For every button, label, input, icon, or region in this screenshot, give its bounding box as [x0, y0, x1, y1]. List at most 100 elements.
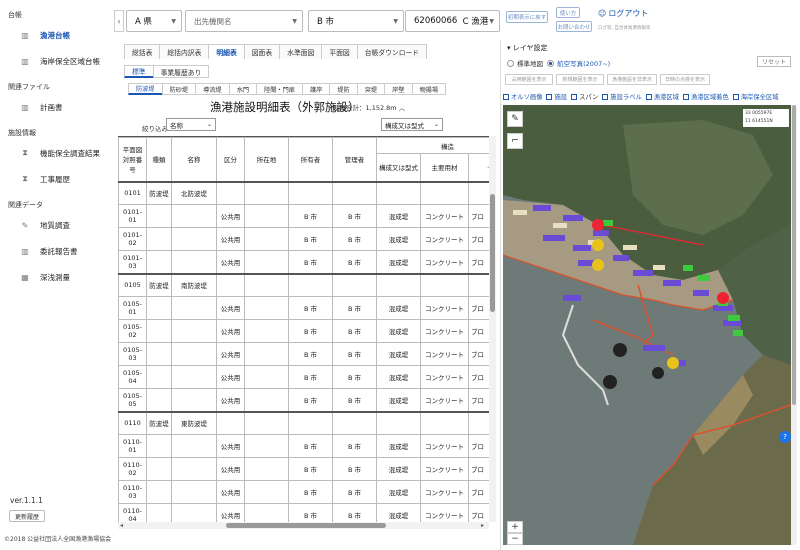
hourglass-icon: ⧗ [22, 148, 28, 157]
layer-check-6[interactable]: 海岸保全区域 [732, 92, 779, 101]
layer-check-3[interactable]: 施設ラベル [602, 92, 642, 101]
map-vertical-scrollbar[interactable] [791, 105, 797, 545]
layer-settings-header[interactable]: ▾ レイヤ設定 [507, 44, 548, 52]
checkbox[interactable] [571, 93, 578, 100]
update-history-button[interactable]: 更新履歴 [9, 510, 45, 522]
map-reset-button[interactable]: リセット [757, 56, 791, 67]
scroll-thumb[interactable] [226, 523, 386, 528]
checkbox[interactable] [602, 93, 609, 100]
crop-tool-icon[interactable]: ⌐ [507, 133, 523, 149]
scroll-right-icon[interactable]: ▸ [481, 522, 485, 529]
tab-main-0[interactable]: 総括表 [124, 44, 161, 59]
help-icon[interactable]: ? [779, 431, 791, 443]
layer-button-4[interactable]: 日時の点検を表示 [660, 74, 710, 85]
usage-button[interactable]: 使い方 [556, 7, 580, 18]
layer-button-2[interactable]: 新規範囲を表示 [556, 74, 604, 85]
filter-select[interactable]: 名称 ⌄ [166, 118, 216, 131]
layer-button-3[interactable]: 漁港施設を非表示 [607, 74, 657, 85]
sidebar-item[interactable]: ⧗ 機能保全調査結果 [0, 146, 100, 160]
ruler-tool-icon[interactable]: ✎ [507, 111, 523, 127]
zoom-out-button[interactable]: − [507, 533, 523, 545]
checkbox[interactable] [645, 93, 652, 100]
cell-kind: 防波堤 [146, 180, 172, 205]
tab-main-2[interactable]: 明細表 [208, 44, 245, 59]
reset-initial-button[interactable]: 初期表示に戻す [506, 11, 548, 23]
checkbox[interactable] [503, 93, 509, 100]
prefecture-select[interactable]: A 県 ▼ [126, 10, 182, 32]
cell-location [244, 365, 289, 389]
tab-main-4[interactable]: 水準面図 [279, 44, 323, 59]
tab-sub-1[interactable]: 事業履歴あり [152, 65, 210, 78]
logout-link[interactable]: ☺ ログアウト [598, 8, 648, 19]
city-select[interactable]: B 市 ▼ [308, 10, 404, 32]
tab-facility-6[interactable]: 堤防 [329, 83, 358, 95]
tab-facility-4[interactable]: 陸閘・門扉 [256, 83, 303, 95]
sidebar-item[interactable]: ▥ 委託報告書 [0, 244, 77, 258]
tab-main-3[interactable]: 図面表 [243, 44, 281, 59]
cell-name [171, 296, 217, 320]
sidebar-item-label: 漁港台帳 [40, 30, 70, 40]
sidebar-item[interactable]: ▥ 漁港台帳 [0, 28, 70, 42]
scroll-thumb[interactable] [490, 194, 495, 312]
contact-button[interactable]: お問い合わせ [556, 21, 592, 32]
sidebar-item[interactable]: ✎ 地質調査 [0, 218, 70, 232]
col-other: その [468, 153, 489, 182]
sidebar-item[interactable]: ▦ 深浅測量 [0, 270, 70, 284]
layer-check-5[interactable]: 漁港区域着色 [682, 92, 729, 101]
cell-type: 混成堤 [376, 204, 421, 228]
tab-main-1[interactable]: 総括内訳表 [159, 44, 210, 59]
tab-facility-7[interactable]: 突堤 [356, 83, 386, 95]
organization-select[interactable]: 出先機関名 ▼ [185, 10, 303, 32]
scroll-left-icon[interactable]: ◂ [120, 522, 124, 529]
format-select[interactable]: 構成又は型式 ⌄ [381, 118, 443, 131]
chevron-up-icon[interactable]: ︿ [398, 104, 406, 112]
table-group-row[interactable]: 0105 防波堤 南防波堤 [118, 272, 489, 297]
tab-main-5[interactable]: 平面図 [321, 44, 358, 59]
sidebar-item[interactable]: ⧗ 工事履歴 [0, 172, 70, 186]
tab-facility-1[interactable]: 防砂堤 [161, 83, 197, 95]
tab-facility-9[interactable]: 物揚場 [411, 83, 447, 95]
checkbox[interactable] [682, 93, 689, 100]
table-group-row[interactable]: 0101 防波堤 北防波堤 [118, 180, 489, 205]
table-vertical-scrollbar[interactable] [489, 136, 496, 522]
cell-kind [146, 227, 172, 251]
checkbox[interactable] [546, 93, 553, 100]
checkbox[interactable] [732, 93, 739, 100]
zoom-in-button[interactable]: + [507, 521, 523, 533]
table-group-row[interactable]: 0110 防波堤 東防波堤 [118, 410, 489, 435]
tab-sub-0[interactable]: 標準 [124, 65, 154, 78]
tab-facility-2[interactable]: 導流堤 [195, 83, 230, 95]
radio-aerial-photo[interactable] [547, 59, 555, 67]
tab-facility-0[interactable]: 防波堤 [128, 83, 163, 95]
table-horizontal-scrollbar[interactable] [118, 522, 489, 529]
layer-check-4[interactable]: 漁港区域 [645, 92, 679, 101]
sidebar-item[interactable]: ▥ 海岸保全区域台帳 [0, 54, 100, 68]
map-view[interactable]: ✎ ⌐ 33 005597E 11 614551N + − [503, 105, 791, 545]
layer-check-0[interactable]: オルソ画像 [503, 92, 542, 101]
sidebar-item[interactable]: ▥ 計画書 [0, 100, 62, 114]
tab-facility-5[interactable]: 護岸 [302, 83, 331, 95]
layer-button-1[interactable]: 占用範囲を表示 [505, 74, 553, 85]
tab-main-6[interactable]: 台帳ダウンロード [356, 44, 428, 59]
cell-location [244, 503, 289, 522]
port-select[interactable]: 62060066 C 漁港 ▼ [405, 10, 500, 32]
scroll-thumb[interactable] [792, 105, 796, 405]
layer-check-1[interactable]: 施設 [546, 92, 567, 101]
tab-facility-3[interactable]: 水門 [228, 83, 258, 95]
tab-facility-8[interactable]: 岸壁 [384, 83, 413, 95]
layer-check-2[interactable]: スパン [571, 92, 598, 101]
radio-standard-map[interactable] [507, 59, 514, 67]
sidebar-collapse-button[interactable]: ‹ [114, 10, 124, 32]
